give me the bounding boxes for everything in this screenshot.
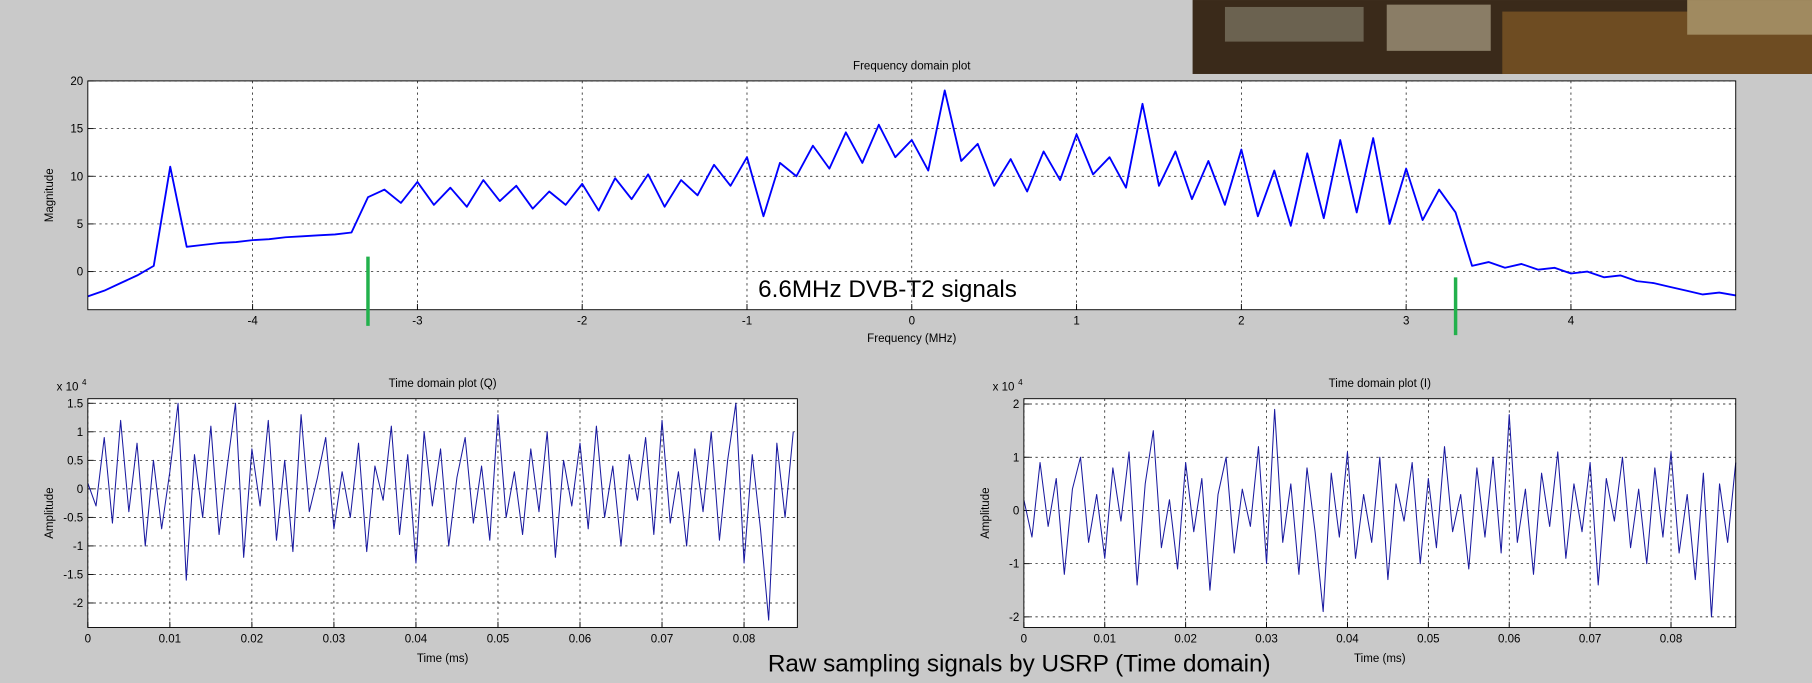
x-tick-label: -4: [247, 316, 258, 328]
y-tick-label: -2: [73, 598, 83, 610]
caption: Raw sampling signals by USRP (Time domai…: [768, 650, 1271, 677]
y-tick-label: -1: [1009, 559, 1019, 571]
x-tick-label: 4: [1568, 316, 1575, 328]
x-tick-label: 0.05: [1417, 634, 1439, 646]
y-tick-label: 1: [77, 427, 83, 439]
x-axis-label: Frequency (MHz): [867, 333, 956, 345]
x-tick-label: 0.01: [159, 634, 181, 646]
x-tick-label: 0.08: [1660, 634, 1682, 646]
y-scale-exponent: 4: [1018, 378, 1023, 387]
x-tick-label: 2: [1238, 316, 1244, 328]
y-tick-label: -2: [1009, 612, 1019, 624]
y-tick-label: 15: [70, 124, 83, 136]
y-tick-label: 20: [70, 76, 83, 88]
x-tick-label: 0.08: [733, 634, 755, 646]
x-tick-label: 0: [85, 634, 91, 646]
series-line: [1023, 408, 1737, 618]
y-axis-label: Amplitude: [44, 487, 56, 538]
x-tick-label: 0.04: [1336, 634, 1359, 646]
series-line: [87, 89, 1736, 298]
y-scale-base: x 10: [57, 382, 79, 394]
plot-frame: [1023, 398, 1737, 628]
photo: [1192, 0, 1812, 74]
y-tick-label: 0: [1013, 505, 1019, 517]
plot-area: [1023, 398, 1736, 628]
x-tick-label: 0.04: [405, 634, 428, 646]
y-scale-exponent: 4: [82, 378, 87, 387]
plot-frame: [87, 80, 1737, 311]
y-tick-label: 1: [1013, 452, 1019, 464]
x-axis-label: Time (ms): [417, 653, 469, 665]
x-tick-label: 0: [1021, 634, 1027, 646]
plot-area: [87, 398, 798, 628]
x-tick-label: 1: [1073, 316, 1079, 328]
y-tick-label: 2: [1013, 399, 1019, 411]
y-axis-label: Amplitude: [980, 487, 992, 538]
chart-title: Frequency domain plot: [853, 60, 971, 72]
x-tick-label: 0.02: [1174, 634, 1196, 646]
plot-frame: [87, 398, 798, 628]
x-axis-label: Time (ms): [1354, 653, 1406, 665]
x-tick-label: 0.06: [569, 634, 591, 646]
y-scale-base: x 10: [993, 382, 1015, 394]
x-tick-label: 0.05: [487, 634, 509, 646]
x-tick-label: 0: [909, 316, 915, 328]
x-tick-label: 0.06: [1498, 634, 1520, 646]
x-tick-label: 0.03: [323, 634, 345, 646]
y-tick-label: 0.5: [67, 455, 83, 467]
y-tick-label: 10: [70, 171, 83, 183]
chart-title: Time domain plot (I): [1329, 378, 1431, 390]
x-tick-label: -2: [577, 316, 587, 328]
annotation: 6.6MHz DVB-T2 signals: [758, 276, 1017, 303]
y-tick-label: -1: [73, 541, 83, 553]
x-tick-label: -3: [412, 316, 422, 328]
x-tick-label: 0.02: [241, 634, 263, 646]
y-axis-label: Magnitude: [44, 168, 56, 222]
x-tick-label: 0.01: [1094, 634, 1116, 646]
y-tick-label: 5: [77, 219, 83, 231]
x-tick-label: -1: [742, 316, 752, 328]
x-tick-label: 0.07: [651, 634, 673, 646]
y-tick-label: -1.5: [63, 569, 83, 581]
series-line: [87, 402, 794, 621]
chart-title: Time domain plot (Q): [389, 378, 497, 390]
y-tick-label: 0: [77, 484, 83, 496]
y-tick-label: 1.5: [67, 398, 83, 410]
x-tick-label: 0.03: [1255, 634, 1277, 646]
y-tick-label: 0: [77, 267, 83, 279]
x-tick-label: 0.07: [1579, 634, 1601, 646]
y-tick-label: -0.5: [63, 512, 83, 524]
x-tick-label: 3: [1403, 316, 1409, 328]
